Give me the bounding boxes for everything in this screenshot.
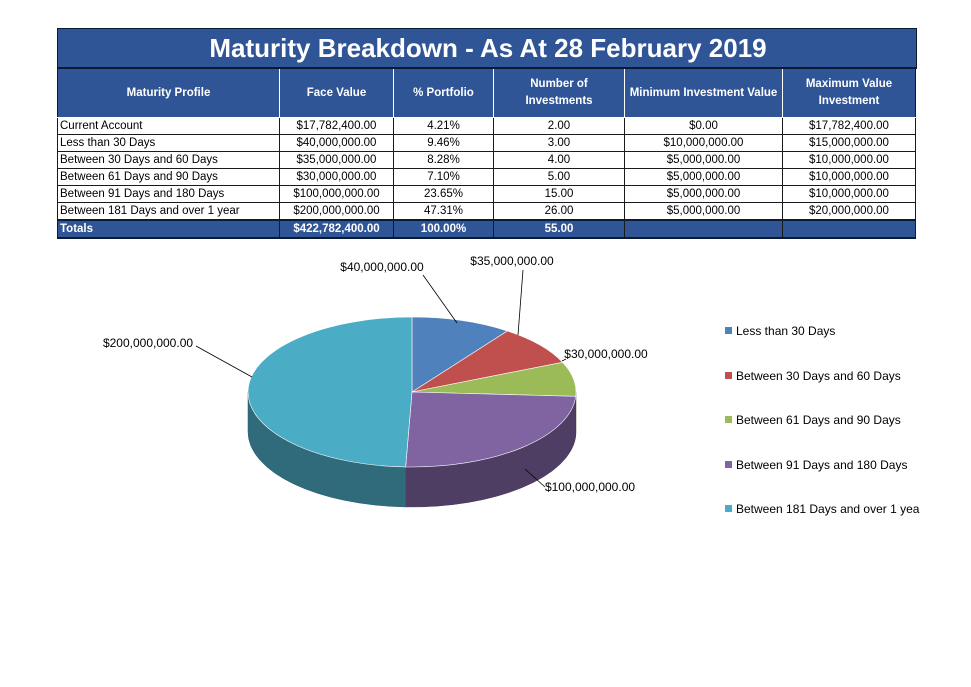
legend-label: Between 61 Days and 90 Days xyxy=(736,413,901,427)
cell-number-of-investments: 15.00 xyxy=(493,185,625,203)
cell-number-of-investments: 26.00 xyxy=(493,202,625,221)
totals-maximum-investment xyxy=(782,219,916,239)
table-row: Current Account $17,782,400.00 4.21% 2.0… xyxy=(57,117,916,135)
data-label: $30,000,000.00 xyxy=(564,347,648,361)
legend-swatch xyxy=(725,461,732,468)
legend-label: Less than 30 Days xyxy=(736,324,835,338)
cell-maturity-profile: Between 61 Days and 90 Days xyxy=(57,168,280,186)
legend-label: Between 181 Days and over 1 yea xyxy=(736,502,920,516)
table-row: Between 91 Days and 180 Days $100,000,00… xyxy=(57,185,916,203)
maturity-table-container: Maturity Breakdown - As At 28 February 2… xyxy=(57,28,917,239)
legend-label: Between 30 Days and 60 Days xyxy=(736,369,901,383)
cell-face-value: $35,000,000.00 xyxy=(279,151,394,169)
totals-minimum-investment xyxy=(624,219,783,239)
legend-label: Between 91 Days and 180 Days xyxy=(736,458,907,472)
pie-slice xyxy=(247,316,413,468)
totals-row: Totals $422,782,400.00 100.00% 55.00 xyxy=(57,219,916,239)
data-label: $100,000,000.00 xyxy=(545,480,635,494)
table-row: Between 181 Days and over 1 year $200,00… xyxy=(57,202,916,221)
cell-percent-portfolio: 23.65% xyxy=(393,185,494,203)
data-label: $40,000,000.00 xyxy=(340,260,424,274)
pie-slice xyxy=(405,391,577,468)
cell-minimum-investment: $10,000,000.00 xyxy=(624,134,783,152)
leader-line xyxy=(517,269,524,336)
table-row: Less than 30 Days $40,000,000.00 9.46% 3… xyxy=(57,134,916,152)
cell-number-of-investments: 4.00 xyxy=(493,151,625,169)
leader-line xyxy=(524,468,546,488)
header-maximum-value-investment: Maximum Value Investment xyxy=(782,69,916,118)
totals-label: Totals xyxy=(57,219,280,239)
legend-swatch xyxy=(725,505,732,512)
totals-percent-portfolio: 100.00% xyxy=(393,219,494,239)
leader-line xyxy=(561,358,567,362)
cell-maturity-profile: Between 91 Days and 180 Days xyxy=(57,185,280,203)
cell-minimum-investment: $5,000,000.00 xyxy=(624,185,783,203)
totals-face-value: $422,782,400.00 xyxy=(279,219,394,239)
cell-percent-portfolio: 8.28% xyxy=(393,151,494,169)
header-face-value: Face Value xyxy=(279,69,394,118)
cell-maximum-investment: $10,000,000.00 xyxy=(782,151,916,169)
data-label: $200,000,000.00 xyxy=(103,336,193,350)
cell-maximum-investment: $15,000,000.00 xyxy=(782,134,916,152)
cell-maturity-profile: Less than 30 Days xyxy=(57,134,280,152)
header-number-of-investments: Number of Investments xyxy=(493,69,625,118)
legend-swatch xyxy=(725,372,732,379)
cell-minimum-investment: $5,000,000.00 xyxy=(624,168,783,186)
cell-percent-portfolio: 47.31% xyxy=(393,202,494,221)
header-percent-portfolio: % Portfolio xyxy=(393,69,494,118)
leader-line xyxy=(422,274,458,324)
cell-percent-portfolio: 7.10% xyxy=(393,168,494,186)
pie-slice xyxy=(411,316,509,393)
cell-maximum-investment: $10,000,000.00 xyxy=(782,185,916,203)
cell-maturity-profile: Between 181 Days and over 1 year xyxy=(57,202,280,221)
cell-face-value: $100,000,000.00 xyxy=(279,185,394,203)
header-minimum-investment-value: Minimum Investment Value xyxy=(624,69,783,118)
data-label: $35,000,000.00 xyxy=(470,254,554,268)
legend-swatch xyxy=(725,327,732,334)
table-header-row: Maturity Profile Face Value % Portfolio … xyxy=(57,69,916,118)
table-title: Maturity Breakdown - As At 28 February 2… xyxy=(57,28,917,69)
leader-line xyxy=(195,345,253,378)
totals-number-of-investments: 55.00 xyxy=(493,219,625,239)
pie-slice xyxy=(411,330,564,393)
cell-maximum-investment: $20,000,000.00 xyxy=(782,202,916,221)
legend-swatch xyxy=(725,416,732,423)
cell-percent-portfolio: 9.46% xyxy=(393,134,494,152)
cell-number-of-investments: 2.00 xyxy=(493,117,625,135)
maturity-table: Maturity Profile Face Value % Portfolio … xyxy=(57,69,916,239)
cell-number-of-investments: 3.00 xyxy=(493,134,625,152)
header-maturity-profile: Maturity Profile xyxy=(57,69,280,118)
